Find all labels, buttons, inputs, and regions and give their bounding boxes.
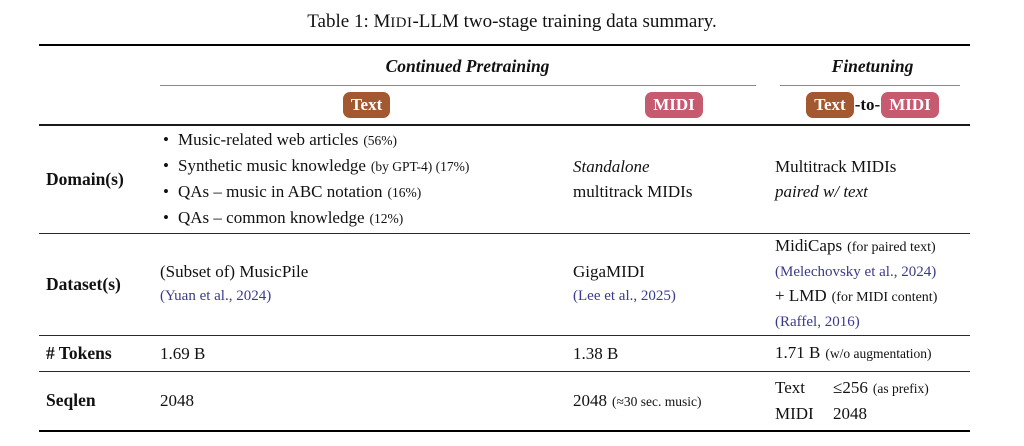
list-item: Music-related web articles(56%) (161, 127, 573, 153)
domains-text-cell: Music-related web articles(56%) Syntheti… (160, 127, 573, 231)
seqlen-finetuning-cell: Text ≤256 (as prefix) MIDI 2048 (775, 375, 970, 426)
text-column-header: Text (160, 92, 573, 118)
list-item: QAs – common knowledge(12%) (161, 205, 573, 231)
dataset-name: (Subset of) MusicPile (160, 262, 309, 282)
table-row-domains: Domain(s) Music-related web articles(56%… (39, 126, 970, 233)
cmidrule-continued-pretraining (160, 84, 756, 86)
header-body-rule (39, 124, 970, 126)
seqlen-ft-note: (as prefix) (872, 381, 929, 397)
row-label-tokens: # Tokens (46, 342, 112, 363)
list-item-text: Music-related web articles (178, 130, 359, 150)
domains-ft-line1: Multitrack MIDIs (775, 157, 897, 177)
text-badge: Text (806, 92, 854, 118)
dataset-note: (for paired text) (847, 240, 936, 256)
midi-badge: MIDI (645, 92, 703, 118)
dataset-note: (for MIDI content) (831, 290, 938, 306)
dataset-name: GigaMIDI (573, 262, 645, 282)
row-label-domains: Domain(s) (46, 168, 124, 189)
dataset-name: MidiCaps (for paired text) (775, 234, 970, 260)
training-data-table: Continued Pretraining Finetuning Text MI… (39, 44, 970, 433)
table-row-seqlen: Seqlen 2048 2048 (≈30 sec. music) Text ≤2… (39, 372, 970, 430)
list-item: QAs – music in ABC notation(16%) (161, 179, 573, 205)
top-rule (39, 44, 970, 46)
text-to-midi-column-header: Text -to- MIDI (775, 92, 970, 118)
table-caption: Table 1: MIDI-LLM two-stage training dat… (0, 0, 1024, 44)
table-row-tokens: # Tokens 1.69 B 1.38 B 1.71 B (w/o augmen… (39, 336, 970, 371)
domains-midi-line2: multitrack MIDIs (573, 182, 693, 202)
list-item-text: QAs – music in ABC notation (178, 182, 383, 202)
datasets-text-cell: (Subset of) MusicPile (Yuan et al., 2024… (160, 260, 573, 308)
seqlen-text-cell: 2048 (160, 391, 194, 411)
column-group-finetuning: Finetuning (775, 46, 970, 86)
dataset-name: + LMD (for MIDI content) (775, 284, 970, 310)
caption-smallcaps: IDI (390, 15, 413, 31)
seqlen-ft-key: Text (775, 378, 805, 398)
to-connector: -to- (854, 95, 881, 114)
list-item-note: (by GPT-4) (17%) (370, 159, 470, 175)
citation-link[interactable]: (Melechovsky et al., 2024) (775, 264, 937, 281)
cmidrule-finetuning (780, 84, 960, 86)
table-row-datasets: Dataset(s) (Subset of) MusicPile (Yuan e… (39, 234, 970, 335)
column-group-header-row: Continued Pretraining Finetuning (39, 46, 970, 86)
caption-text-prefix: Table 1: M (307, 11, 391, 32)
list-item-text: QAs – common knowledge (178, 208, 365, 228)
tokens-finetuning-cell: 1.71 B (w/o augmentation) (775, 340, 970, 366)
text-badge: Text (342, 92, 391, 118)
domains-finetuning-cell: Multitrack MIDIs paired w/ text (775, 154, 970, 204)
group-title-finetuning: Finetuning (831, 55, 914, 76)
row-divider (39, 334, 970, 336)
seqlen-midi-value: 2048 (573, 390, 607, 410)
column-group-continued-pretraining: Continued Pretraining (160, 46, 775, 86)
datasets-midi-cell: GigaMIDI (Lee et al., 2025) (573, 260, 775, 308)
tokens-text-cell: 1.69 B (160, 343, 206, 363)
list-item-note: (16%) (387, 185, 422, 201)
dataset-name-text: + LMD (775, 286, 827, 306)
list-item-note: (56%) (363, 133, 398, 149)
domains-ft-line2: paired w/ text (775, 182, 868, 202)
list-item-text: Synthetic music knowledge (178, 156, 366, 176)
group-title-continued-pretraining: Continued Pretraining (385, 55, 550, 76)
row-divider (39, 370, 970, 372)
row-label-datasets: Dataset(s) (46, 273, 121, 294)
datasets-finetuning-cell: MidiCaps (for paired text) (Melechovsky e… (775, 234, 970, 334)
list-item: Synthetic music knowledge(by GPT-4) (17%… (161, 153, 573, 179)
midi-badge: MIDI (881, 92, 939, 118)
list-item-note: (12%) (369, 211, 404, 227)
seqlen-midi-cell: 2048 (≈30 sec. music) (573, 388, 775, 414)
seqlen-ft-key: MIDI (775, 404, 814, 424)
citation-link[interactable]: (Yuan et al., 2024) (160, 288, 272, 305)
midi-column-header: MIDI (573, 92, 775, 118)
bottom-rule (39, 429, 970, 433)
seqlen-midi-note: (≈30 sec. music) (612, 393, 702, 409)
citation-link[interactable]: (Raffel, 2016) (775, 314, 860, 331)
seqlen-ft-midi-line: MIDI 2048 (775, 401, 970, 426)
row-divider (39, 232, 970, 234)
domains-midi-line1: Standalone (573, 157, 650, 177)
dataset-name-text: MidiCaps (775, 236, 843, 256)
column-badge-row: Text MIDI Text -to- MIDI (39, 86, 970, 124)
row-label-seqlen: Seqlen (46, 390, 96, 411)
seqlen-ft-value: ≤256 (833, 378, 868, 398)
citation-link[interactable]: (Lee et al., 2025) (573, 288, 676, 305)
tokens-ft-note: (w/o augmentation) (825, 346, 932, 362)
domains-midi-cell: Standalone multitrack MIDIs (573, 154, 775, 204)
seqlen-ft-text-line: Text ≤256 (as prefix) (775, 375, 970, 401)
seqlen-ft-value: 2048 (833, 404, 867, 424)
tokens-midi-cell: 1.38 B (573, 343, 619, 363)
tokens-ft-value: 1.71 B (775, 343, 821, 363)
caption-text-suffix: -LLM two-stage training data summary. (412, 11, 717, 32)
